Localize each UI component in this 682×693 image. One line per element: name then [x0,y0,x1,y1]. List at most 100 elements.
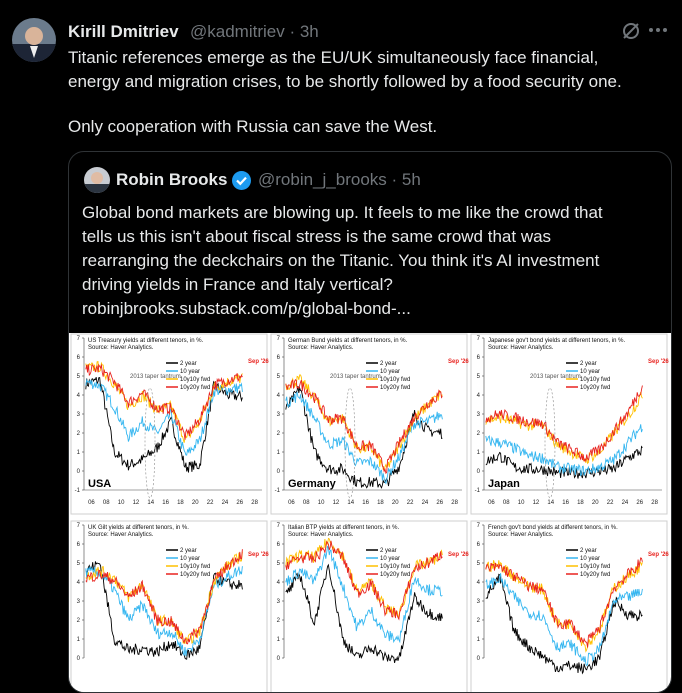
annotation: 2013 taper tantrum [330,374,381,380]
chart-source: Source: Haver Analytics. [88,345,154,351]
verified-badge [232,171,251,190]
y-tick-label: -1 [75,488,81,494]
chart-frame [70,520,268,692]
y-tick-label: 7 [277,336,281,342]
callout: Sep '26 [248,552,269,558]
y-tick-label: 0 [277,469,281,475]
x-tick-label: 18 [177,500,184,506]
chart-source: Source: Haver Analytics. [288,345,354,351]
y-tick-label: 3 [77,599,81,605]
quote-author[interactable]: Robin Brooks [116,170,228,189]
y-tick-label: 3 [277,599,281,605]
quote-card[interactable]: Robin Brooks @robin_j_brooks · 5h Global… [68,151,672,693]
series-line [485,557,643,648]
y-tick-label: 2 [477,431,481,437]
y-tick-label: 7 [77,523,81,529]
x-tick-label: 16 [362,500,369,506]
y-tick-label: 4 [277,580,281,586]
x-tick-label: 18 [377,500,384,506]
x-tick-label: 20 [592,500,599,506]
x-tick-label: 14 [147,500,154,506]
callout: Sep '26 [448,359,469,365]
series-line [85,549,243,645]
grok-icon[interactable] [620,20,642,42]
legend-label: 10y10y fwd [180,564,210,570]
post-text: energy and migration crises, to be short… [68,72,622,91]
y-tick-label: 1 [477,450,481,456]
chart-frame [270,520,468,692]
author-meta[interactable]: @kadmitriev · 3h [190,22,319,41]
x-tick-label: 08 [103,500,110,506]
quote-avatar[interactable] [84,167,110,193]
quote-meta[interactable]: @robin_j_brooks · 5h [258,170,421,189]
y-tick-label: 1 [477,637,481,643]
series-line [485,445,643,479]
author-name[interactable]: Kirill Dmitriev [68,22,179,41]
x-tick-label: 18 [577,500,584,506]
legend-label: 10y10y fwd [580,564,610,570]
x-tick-label: 08 [503,500,510,506]
post-text: Titanic references emerge as the EU/UK s… [68,48,599,67]
x-tick-label: 28 [451,500,458,506]
x-tick-label: 24 [622,500,629,506]
legend-label: 10y20y fwd [580,385,610,391]
y-tick-label: 1 [277,637,281,643]
y-tick-label: 4 [77,393,81,399]
x-tick-label: 28 [651,500,658,506]
y-tick-label: 5 [77,374,81,380]
legend-label: 10 year [380,556,400,562]
y-tick-label: 2 [77,618,81,624]
chart-source: Source: Haver Analytics. [88,532,154,538]
y-tick-label: 6 [277,542,281,548]
legend-label: 2 year [180,548,197,554]
legend-label: 10y10y fwd [180,377,210,383]
more-icon[interactable] [648,26,668,34]
mini-chart: 0 1 2 3 4 5 6 7 French gov't bond yields at diff… [470,520,669,692]
x-tick-label: 06 [488,500,495,506]
x-tick-label: 26 [436,500,443,506]
legend-label: 10 year [180,556,200,562]
mini-chart: 0 1 2 3 4 5 6 7 UK Gilt yields at different teno… [70,520,269,692]
y-tick-label: 6 [277,355,281,361]
x-tick-label: 20 [392,500,399,506]
y-tick-label: 0 [277,656,281,662]
avatar[interactable] [12,18,56,62]
y-tick-label: 7 [277,523,281,529]
x-tick-label: 14 [347,500,354,506]
chart-frame [270,333,468,515]
legend-label: 10 year [580,369,600,375]
x-tick-label: 20 [192,500,199,506]
y-tick-label: 6 [77,542,81,548]
annotation-ring [344,387,356,499]
y-tick-label: 3 [477,599,481,605]
y-tick-label: 5 [277,561,281,567]
legend-label: 10y10y fwd [380,564,410,570]
y-tick-label: 7 [477,523,481,529]
chart-title: Japanese gov't bond yields at different … [488,338,625,344]
y-tick-label: 4 [277,393,281,399]
y-tick-label: 4 [77,580,81,586]
quote-text: tells us this isn't about fiscal stress … [82,227,552,246]
chart-title: UK Gilt yields at different tenors, in %… [88,525,189,531]
legend-label: 2 year [380,361,397,367]
series-line [285,563,443,663]
chart-title: French gov't bond yields at different te… [488,525,618,531]
y-tick-label: 5 [477,374,481,380]
y-tick-label: 2 [277,618,281,624]
y-tick-label: 6 [77,355,81,361]
y-tick-label: 1 [77,637,81,643]
quote-text: driving yields in France and Italy verti… [82,275,393,294]
callout: Sep '26 [648,552,669,558]
quote-link[interactable]: robinjbrooks.substack.com/p/global-bond-… [82,299,411,318]
x-tick-label: 14 [547,500,554,506]
x-tick-label: 08 [303,500,310,506]
series-line [85,363,243,440]
x-tick-label: 24 [222,500,229,506]
y-tick-label: -1 [475,488,481,494]
legend-label: 10y20y fwd [380,572,410,578]
x-tick-label: 16 [162,500,169,506]
series-line [285,391,443,485]
series-line [485,385,643,463]
